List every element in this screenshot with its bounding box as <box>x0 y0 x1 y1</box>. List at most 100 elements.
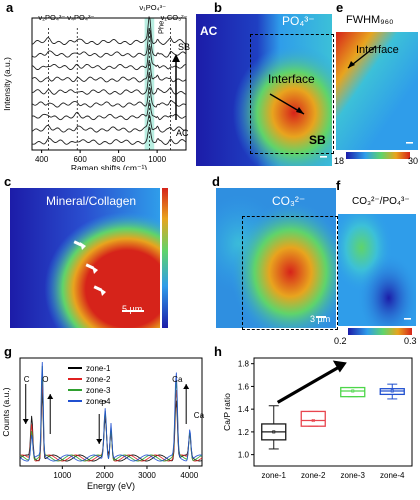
category-label: zone-3 <box>341 471 366 480</box>
raman-spectrum <box>31 125 187 145</box>
raman-spectrum <box>31 59 187 83</box>
peak-label: Phe <box>157 21 166 34</box>
mineral-collagen-colorbar <box>162 188 168 328</box>
sb-tag: SB <box>309 133 326 147</box>
co3-title: CO₃²⁻ <box>272 194 306 208</box>
box <box>300 410 326 427</box>
mineral-collagen-title: Mineral/Collagen <box>46 194 137 208</box>
gradient-arrowhead <box>172 54 180 62</box>
trend-arrow <box>276 364 342 404</box>
mean-marker <box>390 389 394 393</box>
raman-spectrum <box>31 113 187 133</box>
peak-label: Ca <box>194 411 205 420</box>
peak-label: O <box>42 375 48 384</box>
raman-spectrum <box>31 45 187 71</box>
plot-frame <box>253 357 413 467</box>
mean-marker <box>272 430 276 434</box>
x-tick-label: 4000 <box>180 471 198 480</box>
raman-spectrum <box>31 16 187 45</box>
raman-spectrum <box>31 71 187 95</box>
legend-label: zone-4 <box>86 397 111 406</box>
mineral-collagen-map <box>10 188 160 328</box>
x-tick-label: 400 <box>35 155 49 164</box>
trend-arrowhead <box>47 394 54 399</box>
panel-label-g: g <box>4 344 12 359</box>
y-tick-label: 1.6 <box>238 382 250 391</box>
trend-arrowhead <box>96 439 103 444</box>
panel-label-f: f <box>336 178 341 193</box>
y-tick-label: 1.2 <box>238 428 250 437</box>
x-tick-label: 1000 <box>53 471 71 480</box>
y-tick-label: 1.8 <box>238 360 250 369</box>
po4-map <box>196 14 332 166</box>
x-tick-label: 2000 <box>96 471 114 480</box>
peak-label: P <box>101 399 106 408</box>
mean-marker <box>311 419 315 423</box>
trend-arrowhead <box>332 360 347 373</box>
category-label: zone-1 <box>262 471 287 480</box>
peak-label: ν₁PO₄³⁻ <box>139 3 166 12</box>
panel-label-b: b <box>214 0 222 15</box>
ratio-title: CO₃²⁻/PO₄³⁻ <box>352 196 410 207</box>
peak-label: ν₂PO₄³⁻ <box>38 13 65 22</box>
ca-p-ratio-boxplot: 1.0 1.2 1.4 1.6 1.8 zone-1 zone-2 zone-3 zone-4 C… <box>222 357 413 480</box>
panel-label-h: h <box>214 344 222 359</box>
fwhm-title: FWHM₉₆₀ <box>346 14 394 26</box>
peak-label: Ca <box>172 375 183 384</box>
co3-map <box>216 188 336 328</box>
plot-frame <box>19 357 203 467</box>
y-tick-label: 1.0 <box>238 451 250 460</box>
trend-arrowhead <box>183 384 190 389</box>
mean-marker <box>351 389 355 393</box>
raman-spectrum <box>31 86 187 108</box>
scale-label-c: 5 µm <box>122 304 143 314</box>
ac-tag: AC <box>200 24 218 38</box>
x-axis-label: Raman shifts (cm⁻¹) <box>71 163 147 170</box>
fwhm-map <box>336 32 418 150</box>
raman-spectrum <box>31 27 187 58</box>
x-tick-label: 600 <box>73 155 87 164</box>
fwhm-colorbar <box>346 152 410 159</box>
legend-label: zone-3 <box>86 386 111 395</box>
sb-spectrum-tag: SB <box>178 42 190 52</box>
plot-frame <box>31 17 187 151</box>
scale-label-d: 3 µm <box>310 314 331 324</box>
trend-arrowhead <box>22 419 29 424</box>
y-axis-label: Ca/P ratio <box>222 393 232 431</box>
fwhm-cbar-min: 18 <box>334 156 345 166</box>
peak-label: ν₁CO₃²⁻ <box>161 13 188 22</box>
fwhm-cbar-max: 30 <box>408 156 419 166</box>
category-label: zone-2 <box>301 471 326 480</box>
ratio-cbar-min: 0.2 <box>334 336 347 346</box>
eds-spectra-chart: C O P Ca Ca zone-1 zone-2 zone-3 zone-4 1000 2000 3… <box>1 357 205 491</box>
x-axis-label: Energy (eV) <box>87 481 135 491</box>
interface-roi-box <box>250 34 334 154</box>
peak-label: ν₄PO₄³⁻ <box>67 13 94 22</box>
x-tick-label: 1000 <box>148 155 166 164</box>
x-tick-label: 800 <box>112 155 126 164</box>
interface-label-b: Interface <box>268 72 315 86</box>
eds-series-line <box>19 361 203 462</box>
ac-spectrum-tag: AC <box>176 128 189 138</box>
ratio-cbar-max: 0.3 <box>404 336 417 346</box>
co3-roi-box <box>242 216 338 330</box>
po4-title: PO₄³⁻ <box>282 14 315 28</box>
legend-label: zone-1 <box>86 364 111 373</box>
category-label: zone-4 <box>380 471 405 480</box>
x-tick-label: 3000 <box>138 471 156 480</box>
panel-label-d: d <box>212 174 220 189</box>
y-axis-label: Counts (a.u.) <box>1 387 11 436</box>
y-axis-label: Intensity (a.u.) <box>2 57 12 111</box>
panel-label-e: e <box>336 0 344 15</box>
panel-label-c: c <box>4 174 12 189</box>
ratio-colorbar <box>348 328 412 335</box>
co3-po4-ratio-map <box>338 214 416 326</box>
raman-spectrum <box>31 101 187 121</box>
peak-label: C <box>24 375 30 384</box>
legend-label: zone-2 <box>86 375 111 384</box>
panel-label-a: a <box>6 0 14 15</box>
interface-label-e: Interface <box>356 44 399 56</box>
y-tick-label: 1.4 <box>238 405 250 414</box>
box <box>340 386 366 398</box>
